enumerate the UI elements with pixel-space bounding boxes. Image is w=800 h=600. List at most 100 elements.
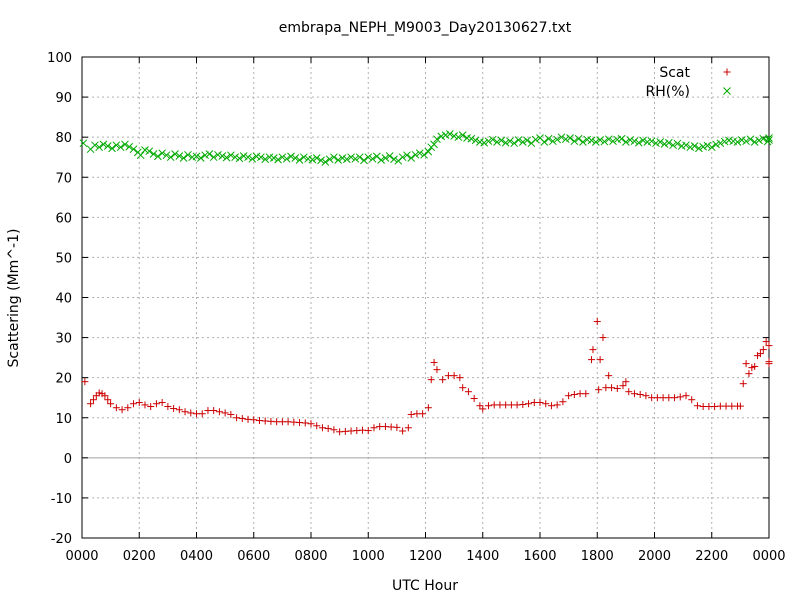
data-point bbox=[593, 318, 601, 326]
data-point bbox=[450, 372, 458, 380]
data-point bbox=[184, 150, 192, 159]
data-point bbox=[693, 402, 701, 410]
y-tick-label: 80 bbox=[55, 131, 72, 146]
data-point bbox=[368, 154, 377, 163]
data-point bbox=[608, 384, 616, 392]
data-point bbox=[291, 154, 300, 162]
data-point bbox=[765, 342, 773, 350]
data-point bbox=[330, 153, 338, 162]
data-point bbox=[419, 410, 427, 418]
x-tick-label: 0800 bbox=[294, 549, 327, 564]
data-point bbox=[547, 402, 555, 410]
data-point bbox=[762, 338, 770, 346]
y-tick-label: -20 bbox=[51, 532, 72, 547]
data-point bbox=[108, 144, 116, 153]
data-point bbox=[196, 154, 205, 162]
data-point bbox=[221, 409, 229, 417]
y-tick-label: 90 bbox=[55, 91, 72, 106]
data-point bbox=[269, 154, 278, 162]
data-point bbox=[755, 136, 763, 145]
data-point bbox=[642, 392, 650, 400]
data-point bbox=[536, 399, 544, 407]
data-point bbox=[99, 140, 108, 149]
data-point bbox=[630, 137, 639, 146]
data-point bbox=[338, 154, 347, 162]
data-point bbox=[745, 370, 753, 378]
data-point bbox=[424, 404, 432, 412]
data-point bbox=[145, 147, 154, 156]
data-point bbox=[411, 150, 420, 159]
data-point bbox=[116, 143, 125, 152]
data-point bbox=[553, 401, 561, 409]
data-point bbox=[282, 154, 291, 163]
y-tick-label: 0 bbox=[64, 452, 72, 467]
y-tick-label: -10 bbox=[51, 492, 72, 507]
data-point bbox=[112, 404, 120, 412]
data-point bbox=[239, 152, 248, 160]
data-point bbox=[707, 143, 716, 152]
data-point bbox=[317, 156, 325, 165]
data-point bbox=[370, 424, 378, 432]
data-point bbox=[390, 155, 398, 164]
data-point bbox=[124, 404, 132, 412]
data-point bbox=[720, 137, 729, 146]
data-point bbox=[652, 139, 660, 148]
series-scat bbox=[81, 318, 773, 436]
data-point bbox=[450, 132, 458, 140]
data-point bbox=[688, 396, 696, 404]
data-point bbox=[112, 141, 121, 150]
data-point bbox=[171, 150, 179, 158]
data-point bbox=[347, 153, 355, 162]
data-point bbox=[287, 152, 295, 161]
data-point bbox=[591, 138, 600, 146]
data-point bbox=[210, 407, 218, 415]
data-point bbox=[579, 138, 587, 146]
data-point bbox=[158, 399, 166, 407]
data-point bbox=[318, 424, 326, 432]
data-point bbox=[209, 153, 218, 162]
data-point bbox=[154, 152, 162, 161]
data-point bbox=[476, 402, 484, 410]
data-point bbox=[235, 154, 244, 163]
data-point bbox=[622, 378, 630, 386]
data-point bbox=[129, 145, 138, 154]
data-point bbox=[433, 366, 441, 374]
data-point bbox=[424, 147, 433, 156]
data-point bbox=[756, 350, 764, 358]
data-point bbox=[588, 356, 596, 364]
data-point bbox=[95, 389, 103, 397]
series-rh bbox=[79, 130, 773, 166]
x-tick-label: 0000 bbox=[752, 549, 785, 564]
data-point bbox=[355, 153, 364, 162]
data-point bbox=[301, 419, 309, 427]
data-point bbox=[574, 134, 583, 143]
data-point bbox=[630, 390, 638, 398]
data-point bbox=[617, 134, 626, 143]
plot-border bbox=[81, 56, 770, 539]
y-tick-label: 30 bbox=[55, 332, 72, 347]
data-point bbox=[130, 400, 138, 408]
x-tick-label: 1800 bbox=[581, 549, 614, 564]
data-point bbox=[559, 398, 567, 406]
legend-marker-glyph bbox=[723, 87, 731, 95]
data-point bbox=[222, 153, 231, 162]
data-point bbox=[669, 141, 677, 150]
data-point bbox=[488, 135, 497, 144]
data-point bbox=[215, 408, 223, 416]
data-point bbox=[557, 133, 566, 142]
data-point bbox=[514, 136, 523, 144]
data-point bbox=[325, 155, 334, 164]
x-tick-label: 2200 bbox=[695, 549, 728, 564]
data-point bbox=[404, 424, 412, 432]
data-point bbox=[682, 392, 690, 400]
data-point bbox=[427, 376, 435, 384]
data-point bbox=[471, 136, 480, 145]
data-point bbox=[712, 140, 720, 149]
data-point bbox=[750, 138, 759, 146]
legend-label-rh: RH(%) bbox=[646, 84, 690, 100]
data-point bbox=[398, 153, 407, 162]
data-point bbox=[125, 142, 134, 151]
legend-marker-scat bbox=[723, 68, 731, 76]
data-point bbox=[381, 154, 390, 162]
data-point bbox=[274, 155, 282, 164]
